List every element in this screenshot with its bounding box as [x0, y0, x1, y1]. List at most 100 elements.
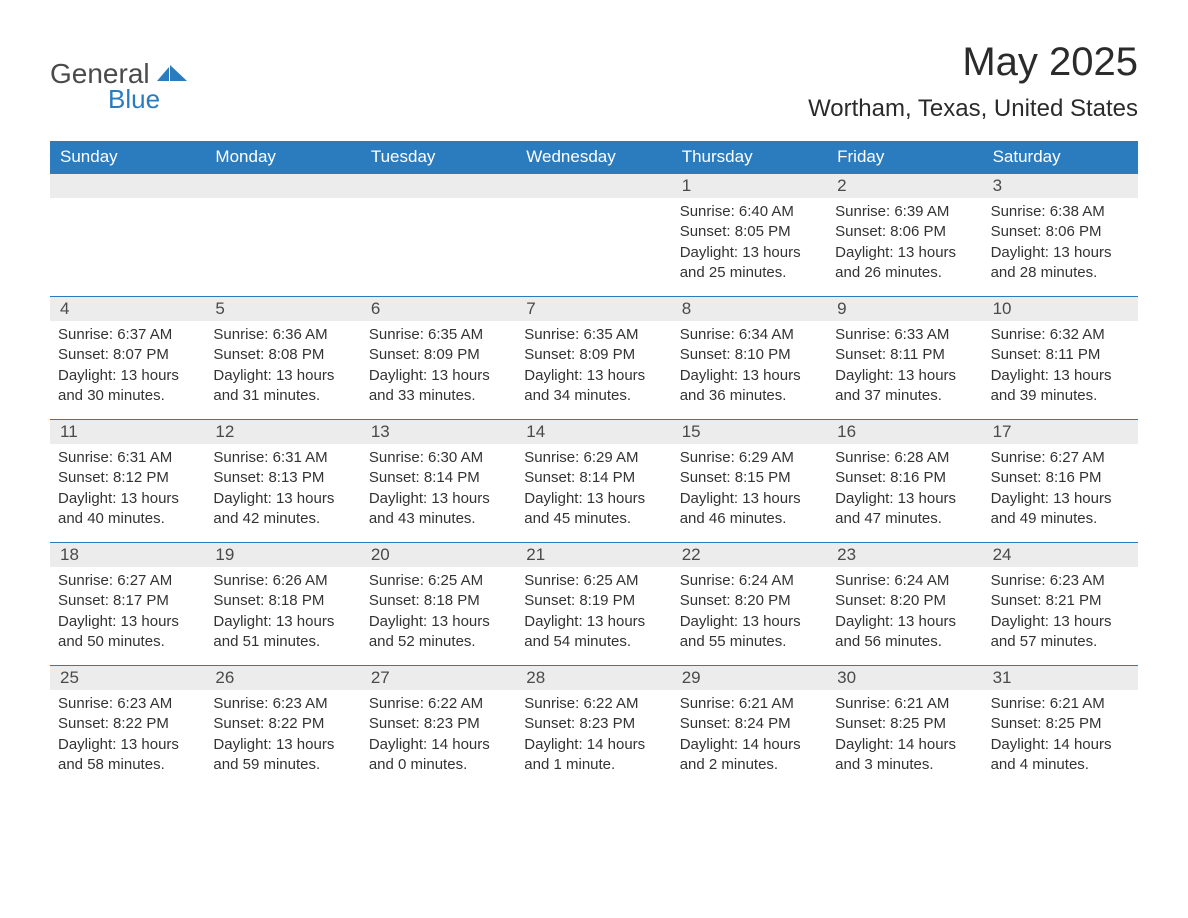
daylight-line: Daylight: 13 hours and 45 minutes.: [524, 489, 663, 530]
daylight-line: Daylight: 14 hours and 4 minutes.: [991, 735, 1130, 776]
day-cell: 1Sunrise: 6:40 AMSunset: 8:05 PMDaylight…: [672, 174, 827, 296]
sunset-line: Sunset: 8:09 PM: [369, 345, 508, 365]
day-body: Sunrise: 6:27 AMSunset: 8:17 PMDaylight:…: [50, 567, 205, 660]
sunrise-line: Sunrise: 6:23 AM: [58, 694, 197, 714]
daylight-line: Daylight: 13 hours and 42 minutes.: [213, 489, 352, 530]
day-number: 17: [983, 420, 1138, 444]
day-number: 1: [672, 174, 827, 198]
day-body: Sunrise: 6:23 AMSunset: 8:21 PMDaylight:…: [983, 567, 1138, 660]
day-number: 28: [516, 666, 671, 690]
daylight-line: Daylight: 13 hours and 54 minutes.: [524, 612, 663, 653]
day-cell: 17Sunrise: 6:27 AMSunset: 8:16 PMDayligh…: [983, 420, 1138, 542]
sunset-line: Sunset: 8:06 PM: [835, 222, 974, 242]
day-number: 15: [672, 420, 827, 444]
day-cell: 10Sunrise: 6:32 AMSunset: 8:11 PMDayligh…: [983, 297, 1138, 419]
sunset-line: Sunset: 8:18 PM: [369, 591, 508, 611]
sunrise-line: Sunrise: 6:33 AM: [835, 325, 974, 345]
day-number: [205, 174, 360, 198]
day-cell: 27Sunrise: 6:22 AMSunset: 8:23 PMDayligh…: [361, 666, 516, 788]
sunrise-line: Sunrise: 6:26 AM: [213, 571, 352, 591]
sunset-line: Sunset: 8:17 PM: [58, 591, 197, 611]
day-cell: 5Sunrise: 6:36 AMSunset: 8:08 PMDaylight…: [205, 297, 360, 419]
day-body: Sunrise: 6:34 AMSunset: 8:10 PMDaylight:…: [672, 321, 827, 414]
sunset-line: Sunset: 8:16 PM: [835, 468, 974, 488]
dow-cell: Wednesday: [516, 141, 671, 173]
day-body: Sunrise: 6:40 AMSunset: 8:05 PMDaylight:…: [672, 198, 827, 291]
day-body: Sunrise: 6:33 AMSunset: 8:11 PMDaylight:…: [827, 321, 982, 414]
sunrise-line: Sunrise: 6:40 AM: [680, 202, 819, 222]
week-row: 11Sunrise: 6:31 AMSunset: 8:12 PMDayligh…: [50, 419, 1138, 542]
flag-icon: [157, 63, 187, 88]
dow-cell: Tuesday: [361, 141, 516, 173]
sunrise-line: Sunrise: 6:35 AM: [524, 325, 663, 345]
dow-cell: Saturday: [983, 141, 1138, 173]
calendar: SundayMondayTuesdayWednesdayThursdayFrid…: [50, 141, 1138, 788]
weeks-container: 1Sunrise: 6:40 AMSunset: 8:05 PMDaylight…: [50, 173, 1138, 788]
sunrise-line: Sunrise: 6:37 AM: [58, 325, 197, 345]
sunrise-line: Sunrise: 6:24 AM: [680, 571, 819, 591]
day-body: Sunrise: 6:28 AMSunset: 8:16 PMDaylight:…: [827, 444, 982, 537]
day-cell: 19Sunrise: 6:26 AMSunset: 8:18 PMDayligh…: [205, 543, 360, 665]
daylight-line: Daylight: 13 hours and 25 minutes.: [680, 243, 819, 284]
daylight-line: Daylight: 13 hours and 37 minutes.: [835, 366, 974, 407]
day-number: 11: [50, 420, 205, 444]
daylight-line: Daylight: 13 hours and 49 minutes.: [991, 489, 1130, 530]
sunset-line: Sunset: 8:11 PM: [835, 345, 974, 365]
sunrise-line: Sunrise: 6:35 AM: [369, 325, 508, 345]
day-body: Sunrise: 6:21 AMSunset: 8:24 PMDaylight:…: [672, 690, 827, 783]
day-cell: 28 Sunrise: 6:22 AMSunset: 8:23 PMDayligh…: [516, 666, 671, 788]
sunset-line: Sunset: 8:06 PM: [991, 222, 1130, 242]
day-body: Sunrise: 6:24 AMSunset: 8:20 PMDaylight:…: [827, 567, 982, 660]
day-cell: 7Sunrise: 6:35 AMSunset: 8:09 PMDaylight…: [516, 297, 671, 419]
daylight-line: Daylight: 14 hours and 2 minutes.: [680, 735, 819, 776]
sunset-line: Sunset: 8:20 PM: [835, 591, 974, 611]
sunrise-line: Sunrise: 6:22 AM: [524, 694, 663, 714]
day-number: 13: [361, 420, 516, 444]
day-number: 19: [205, 543, 360, 567]
sunrise-line: Sunrise: 6:25 AM: [369, 571, 508, 591]
sunset-line: Sunset: 8:09 PM: [524, 345, 663, 365]
daylight-line: Daylight: 13 hours and 51 minutes.: [213, 612, 352, 653]
sunset-line: Sunset: 8:08 PM: [213, 345, 352, 365]
sunset-line: Sunset: 8:21 PM: [991, 591, 1130, 611]
day-cell: 8Sunrise: 6:34 AMSunset: 8:10 PMDaylight…: [672, 297, 827, 419]
day-body: Sunrise: 6:21 AMSunset: 8:25 PMDaylight:…: [983, 690, 1138, 783]
day-cell: [361, 174, 516, 296]
day-number: 12: [205, 420, 360, 444]
day-of-week-header: SundayMondayTuesdayWednesdayThursdayFrid…: [50, 141, 1138, 173]
day-cell: 9Sunrise: 6:33 AMSunset: 8:11 PMDaylight…: [827, 297, 982, 419]
sunset-line: Sunset: 8:11 PM: [991, 345, 1130, 365]
day-body: Sunrise: 6:29 AMSunset: 8:15 PMDaylight:…: [672, 444, 827, 537]
day-cell: [205, 174, 360, 296]
sunset-line: Sunset: 8:23 PM: [369, 714, 508, 734]
day-cell: 22Sunrise: 6:24 AMSunset: 8:20 PMDayligh…: [672, 543, 827, 665]
daylight-line: Daylight: 14 hours and 1 minute.: [524, 735, 663, 776]
day-number: 14: [516, 420, 671, 444]
day-body: Sunrise: 6:26 AMSunset: 8:18 PMDaylight:…: [205, 567, 360, 660]
day-body: Sunrise: 6:37 AMSunset: 8:07 PMDaylight:…: [50, 321, 205, 414]
daylight-line: Daylight: 13 hours and 30 minutes.: [58, 366, 197, 407]
day-body: Sunrise: 6:36 AMSunset: 8:08 PMDaylight:…: [205, 321, 360, 414]
day-number: 16: [827, 420, 982, 444]
day-number: 4: [50, 297, 205, 321]
day-number: 29: [672, 666, 827, 690]
location: Wortham, Texas, United States: [808, 95, 1138, 123]
sunset-line: Sunset: 8:25 PM: [835, 714, 974, 734]
daylight-line: Daylight: 13 hours and 33 minutes.: [369, 366, 508, 407]
day-number: [361, 174, 516, 198]
sunset-line: Sunset: 8:23 PM: [524, 714, 663, 734]
day-cell: 30Sunrise: 6:21 AMSunset: 8:25 PMDayligh…: [827, 666, 982, 788]
sunrise-line: Sunrise: 6:27 AM: [58, 571, 197, 591]
daylight-line: Daylight: 13 hours and 34 minutes.: [524, 366, 663, 407]
day-body: Sunrise: 6:24 AMSunset: 8:20 PMDaylight:…: [672, 567, 827, 660]
daylight-line: Daylight: 13 hours and 57 minutes.: [991, 612, 1130, 653]
day-number: 9: [827, 297, 982, 321]
day-cell: 25Sunrise: 6:23 AMSunset: 8:22 PMDayligh…: [50, 666, 205, 788]
brand-part2: Blue: [108, 84, 160, 115]
daylight-line: Daylight: 13 hours and 28 minutes.: [991, 243, 1130, 284]
day-body: Sunrise: 6:30 AMSunset: 8:14 PMDaylight:…: [361, 444, 516, 537]
sunset-line: Sunset: 8:07 PM: [58, 345, 197, 365]
sunrise-line: Sunrise: 6:22 AM: [369, 694, 508, 714]
day-cell: 18Sunrise: 6:27 AMSunset: 8:17 PMDayligh…: [50, 543, 205, 665]
dow-cell: Sunday: [50, 141, 205, 173]
